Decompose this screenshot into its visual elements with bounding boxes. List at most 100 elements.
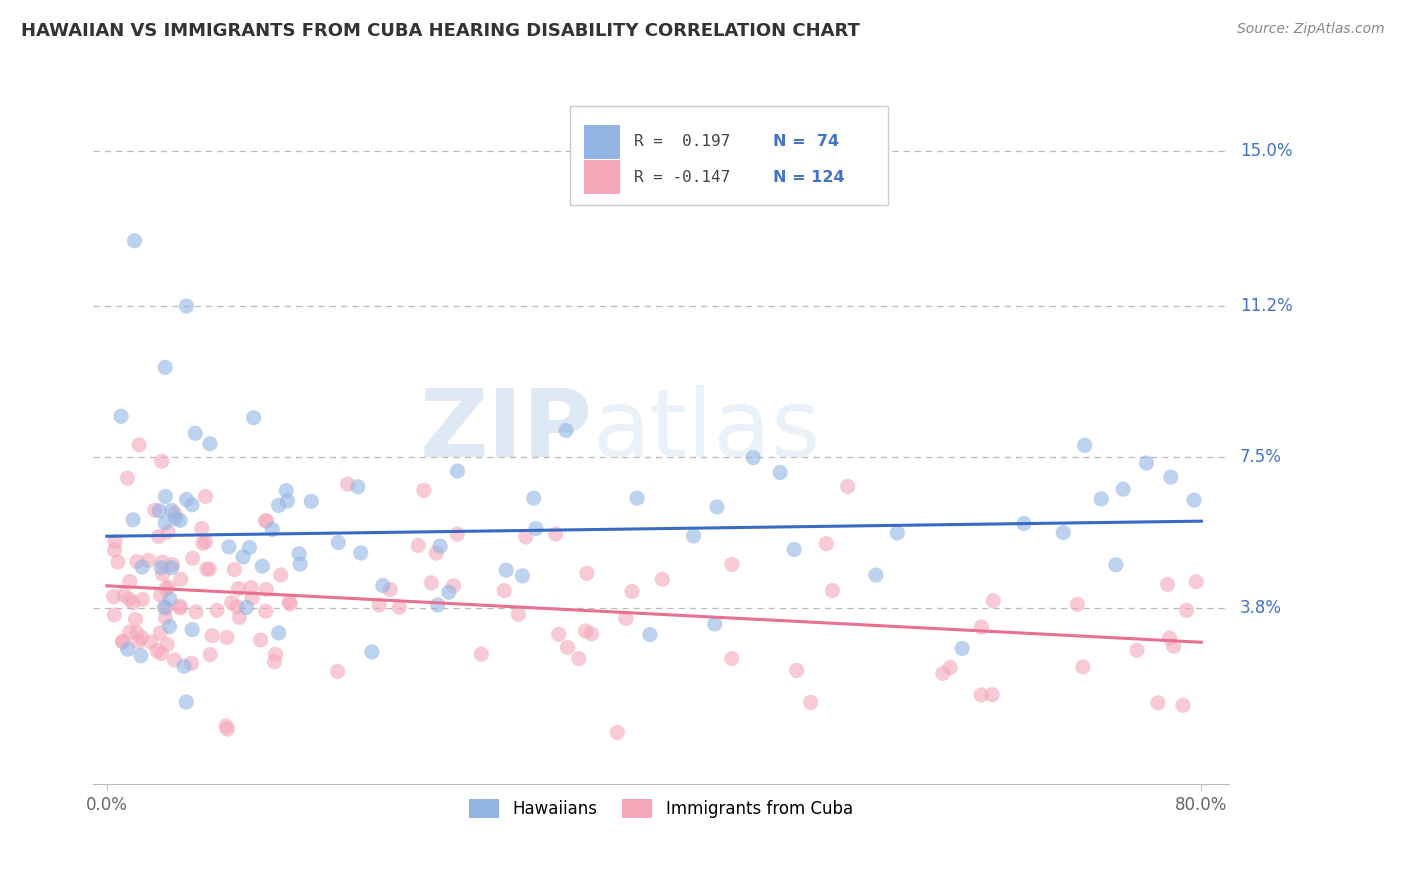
Point bbox=[242, 410, 264, 425]
Point bbox=[169, 513, 191, 527]
Point bbox=[626, 491, 648, 505]
Point bbox=[446, 464, 468, 478]
Point bbox=[1159, 631, 1181, 645]
Point bbox=[547, 627, 569, 641]
Point bbox=[180, 657, 202, 671]
Point bbox=[299, 494, 322, 508]
Point bbox=[157, 580, 180, 594]
Point bbox=[184, 605, 207, 619]
Point bbox=[1112, 482, 1135, 496]
Point bbox=[191, 521, 214, 535]
Point bbox=[118, 625, 141, 640]
Point bbox=[821, 583, 844, 598]
Point bbox=[198, 437, 221, 451]
Point bbox=[350, 546, 373, 560]
Point bbox=[226, 599, 249, 614]
Point bbox=[429, 539, 451, 553]
Point bbox=[238, 541, 260, 555]
Point bbox=[198, 562, 221, 576]
Point bbox=[143, 503, 166, 517]
Point bbox=[111, 634, 134, 648]
Point bbox=[117, 642, 139, 657]
Point bbox=[131, 631, 153, 645]
Point bbox=[786, 664, 808, 678]
Point bbox=[568, 651, 591, 665]
Point bbox=[153, 600, 176, 615]
Point bbox=[575, 566, 598, 581]
Point bbox=[217, 722, 239, 736]
Point bbox=[156, 524, 179, 539]
Point bbox=[557, 640, 579, 655]
Point bbox=[176, 492, 198, 507]
Point bbox=[721, 558, 744, 572]
Point bbox=[124, 234, 146, 248]
Point bbox=[104, 543, 127, 558]
Point bbox=[970, 688, 993, 702]
Point bbox=[103, 590, 125, 604]
Point bbox=[176, 299, 198, 313]
Point bbox=[388, 600, 411, 615]
Point bbox=[118, 592, 141, 607]
Point bbox=[127, 635, 149, 649]
FancyBboxPatch shape bbox=[583, 125, 620, 159]
Point bbox=[148, 504, 170, 518]
Point bbox=[117, 471, 139, 485]
Point bbox=[524, 521, 547, 535]
Point bbox=[240, 591, 263, 605]
Point bbox=[783, 542, 806, 557]
Point bbox=[156, 638, 179, 652]
Point bbox=[494, 583, 516, 598]
Point bbox=[152, 555, 174, 569]
Point bbox=[228, 582, 250, 596]
Point bbox=[981, 593, 1004, 607]
Point bbox=[523, 491, 546, 506]
Point bbox=[950, 641, 973, 656]
Point bbox=[128, 438, 150, 452]
Point bbox=[122, 596, 145, 610]
Point bbox=[1090, 491, 1112, 506]
Point bbox=[706, 500, 728, 514]
Point bbox=[406, 539, 429, 553]
Point bbox=[1163, 640, 1185, 654]
Point bbox=[361, 645, 384, 659]
Point bbox=[104, 534, 127, 549]
Point bbox=[221, 596, 243, 610]
Point bbox=[443, 579, 465, 593]
Point bbox=[426, 598, 449, 612]
Point bbox=[224, 563, 246, 577]
Point bbox=[112, 588, 135, 602]
Point bbox=[254, 604, 277, 618]
Text: R =  0.197: R = 0.197 bbox=[634, 134, 730, 149]
Point bbox=[1135, 456, 1157, 470]
Text: Source: ZipAtlas.com: Source: ZipAtlas.com bbox=[1237, 22, 1385, 37]
Point bbox=[800, 696, 823, 710]
Point bbox=[111, 634, 134, 648]
Legend: Hawaiians, Immigrants from Cuba: Hawaiians, Immigrants from Cuba bbox=[463, 792, 859, 825]
Point bbox=[160, 560, 183, 574]
Point bbox=[254, 582, 277, 597]
Point bbox=[146, 644, 169, 658]
Point bbox=[328, 535, 350, 549]
Text: N =  74: N = 74 bbox=[773, 134, 839, 149]
Point bbox=[138, 553, 160, 567]
Point bbox=[378, 582, 401, 597]
Point bbox=[278, 597, 301, 611]
Point bbox=[682, 529, 704, 543]
Point bbox=[205, 603, 228, 617]
Point bbox=[981, 688, 1004, 702]
Point bbox=[470, 647, 492, 661]
Point bbox=[425, 546, 447, 560]
Point bbox=[544, 527, 567, 541]
Point bbox=[131, 560, 153, 574]
Point bbox=[769, 466, 792, 480]
Point bbox=[651, 572, 673, 586]
Point bbox=[1156, 577, 1178, 591]
Point bbox=[1071, 660, 1094, 674]
Point bbox=[1175, 603, 1198, 617]
Point bbox=[169, 599, 191, 614]
Text: ZIP: ZIP bbox=[420, 384, 593, 476]
Point bbox=[150, 454, 173, 468]
Point bbox=[703, 617, 725, 632]
Point bbox=[170, 572, 193, 586]
Point bbox=[837, 479, 859, 493]
